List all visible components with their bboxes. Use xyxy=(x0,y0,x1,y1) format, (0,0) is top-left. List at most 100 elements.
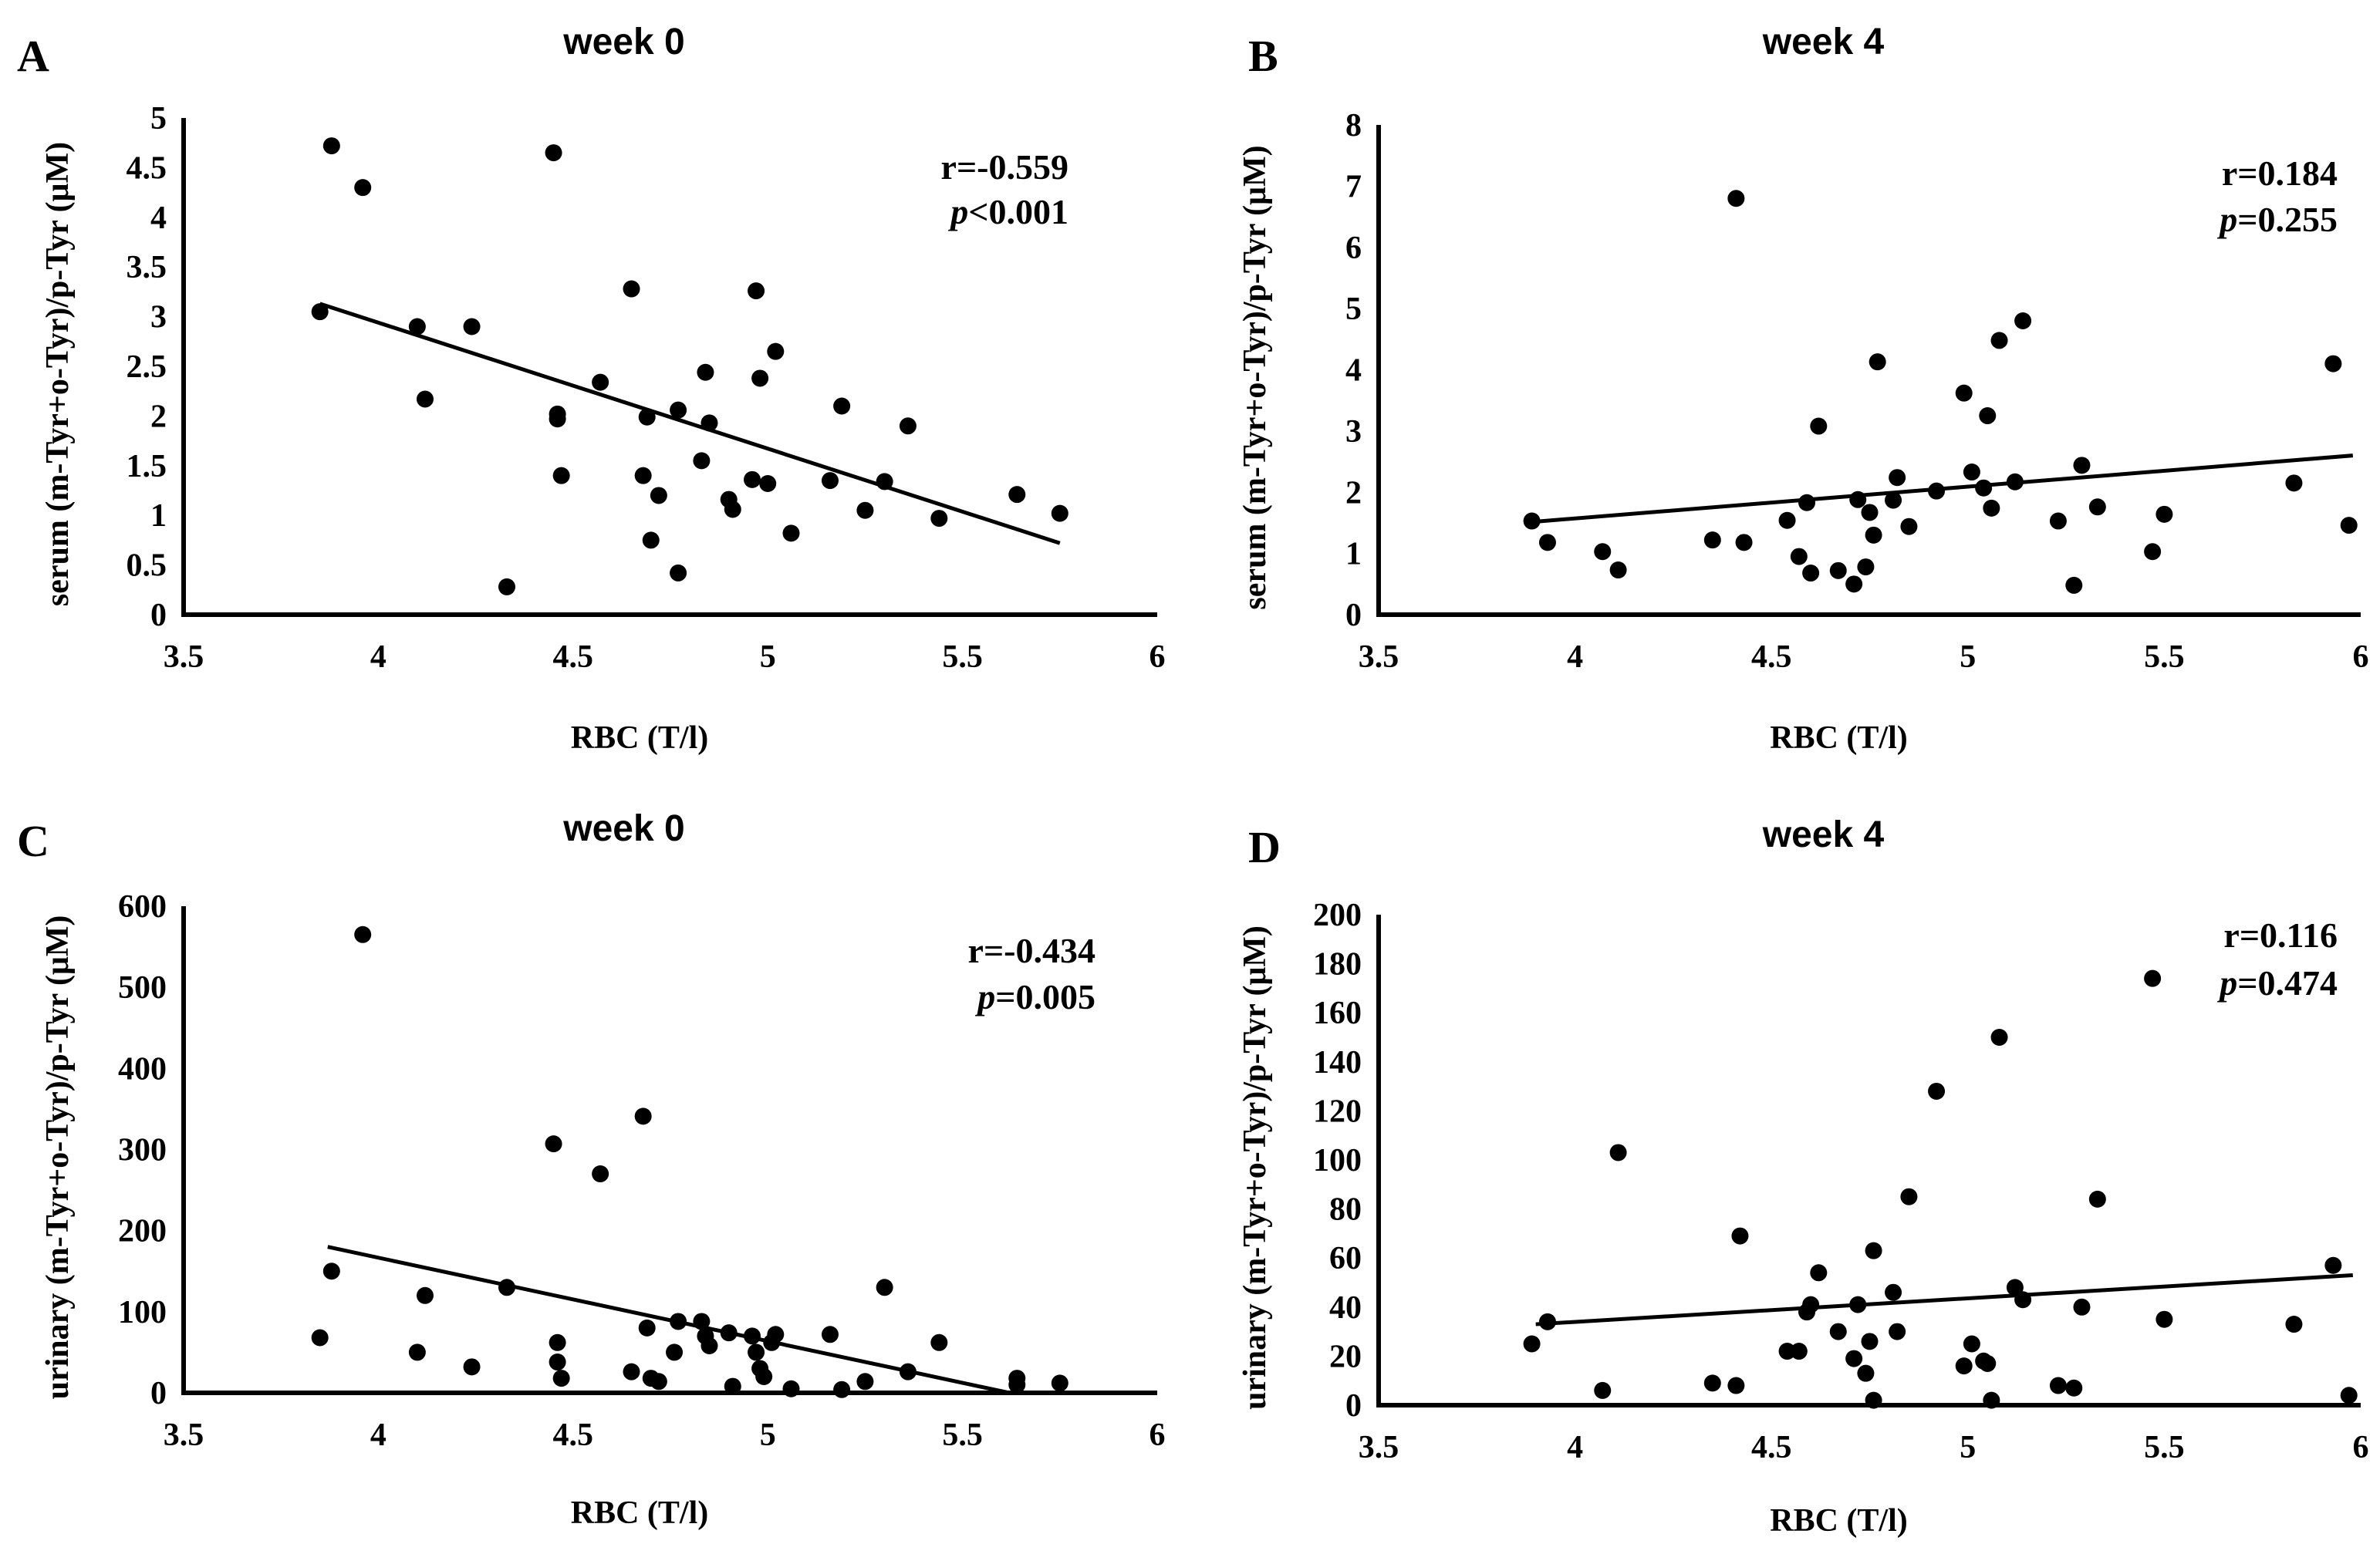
data-point xyxy=(463,1358,481,1376)
data-point xyxy=(751,369,769,387)
x-axis-label: RBC (T/l) xyxy=(571,1495,709,1531)
data-point xyxy=(1865,526,1882,544)
p-symbol: p xyxy=(974,977,995,1016)
data-point xyxy=(856,501,874,519)
y-axis-label: serum (m-Tyr+o-Tyr)/p-Tyr (μM) xyxy=(1237,145,1273,609)
data-point xyxy=(408,1343,426,1361)
data-point xyxy=(1727,1377,1745,1394)
data-point xyxy=(1727,190,1745,207)
data-point xyxy=(549,410,566,428)
x-tick-label: 5 xyxy=(760,639,776,675)
x-tick-label: 4.5 xyxy=(553,1418,594,1453)
x-tick-label: 4 xyxy=(370,639,387,675)
data-point xyxy=(1538,534,1556,551)
x-tick-label: 5 xyxy=(760,1418,776,1453)
data-point xyxy=(1857,558,1875,576)
x-tick-label: 4 xyxy=(1567,1430,1583,1465)
y-tick-label: 140 xyxy=(1313,1045,1362,1080)
data-point xyxy=(1869,353,1886,371)
x-tick-label: 5.5 xyxy=(2144,1430,2185,1465)
x-tick-label: 3.5 xyxy=(1359,639,1399,675)
y-tick-label: 1.5 xyxy=(127,449,167,484)
correlation-r: r=0.184 xyxy=(2222,153,2338,193)
data-point xyxy=(1979,1354,1997,1372)
data-point xyxy=(2014,1291,2032,1309)
y-axis-label: urinary (m-Tyr+o-Tyr)/p-Tyr (μM) xyxy=(1237,925,1273,1410)
data-point xyxy=(759,474,777,492)
y-tick-label: 120 xyxy=(1313,1094,1362,1129)
data-point xyxy=(821,472,839,490)
x-tick-label: 6 xyxy=(1149,1418,1166,1453)
panel-letter: D xyxy=(1248,822,1281,872)
panel-letter: A xyxy=(17,31,49,81)
data-point xyxy=(1861,504,1879,521)
data-point xyxy=(1900,1188,1918,1205)
data-point xyxy=(744,470,761,488)
data-point xyxy=(1523,512,1541,530)
x-tick-label: 6 xyxy=(2353,639,2369,675)
data-point xyxy=(642,531,660,549)
data-point xyxy=(700,414,718,432)
data-point xyxy=(1849,491,1867,508)
data-point xyxy=(1990,1029,2008,1046)
data-point xyxy=(1609,1144,1627,1161)
y-tick-label: 60 xyxy=(1329,1241,1362,1276)
data-point xyxy=(1802,1296,1820,1313)
data-point xyxy=(782,524,800,542)
x-tick-label: 4.5 xyxy=(1751,1430,1792,1465)
x-tick-label: 5.5 xyxy=(2144,639,2185,675)
trendline xyxy=(319,302,1061,545)
x-tick-label: 3.5 xyxy=(164,639,204,675)
data-point xyxy=(1865,1242,1882,1259)
data-point xyxy=(354,179,372,197)
data-point xyxy=(2049,512,2067,530)
data-point xyxy=(1983,1391,2000,1409)
data-point xyxy=(311,1329,329,1347)
y-tick-label: 0 xyxy=(150,598,167,633)
data-point xyxy=(2156,1310,2173,1328)
data-point xyxy=(498,1279,515,1296)
x-tick-label: 4 xyxy=(1567,639,1583,675)
data-point xyxy=(670,564,687,582)
data-point xyxy=(1990,332,2008,349)
data-point xyxy=(2073,1298,2091,1316)
chart-title: week 4 xyxy=(1762,814,1885,855)
data-point xyxy=(592,373,609,391)
data-point xyxy=(2073,457,2091,474)
data-point xyxy=(2156,505,2173,523)
y-tick-label: 100 xyxy=(1313,1143,1362,1178)
chart-title: week 0 xyxy=(562,22,684,62)
data-point xyxy=(634,1107,652,1125)
y-tick-label: 300 xyxy=(118,1133,167,1168)
p-value-text: =0.005 xyxy=(995,977,1095,1016)
y-tick-label: 100 xyxy=(118,1295,167,1330)
y-tick-label: 1 xyxy=(1345,537,1362,572)
data-point xyxy=(638,408,656,426)
data-point xyxy=(1790,548,1808,565)
data-point xyxy=(1865,1391,1882,1409)
data-point xyxy=(1829,1323,1847,1340)
data-point xyxy=(670,1313,687,1330)
correlation-r: r=0.116 xyxy=(2223,915,2338,955)
x-tick-label: 5 xyxy=(1960,1430,1976,1465)
data-point xyxy=(856,1373,874,1391)
data-point xyxy=(1963,1335,1980,1353)
y-tick-label: 0.5 xyxy=(127,548,167,584)
y-tick-label: 7 xyxy=(1345,169,1362,204)
x-axis-label: RBC (T/l) xyxy=(1770,720,1908,756)
x-tick-label: 5.5 xyxy=(942,1418,983,1453)
data-point xyxy=(1703,531,1721,549)
data-point xyxy=(549,1354,566,1371)
y-tick-label: 0 xyxy=(150,1376,167,1411)
data-point xyxy=(1798,494,1816,511)
data-point xyxy=(2006,1279,2024,1296)
data-point xyxy=(408,318,426,335)
p-value-text: =0.474 xyxy=(2237,963,2338,1003)
y-tick-label: 4.5 xyxy=(127,150,167,186)
p-symbol: p xyxy=(2216,963,2237,1003)
data-point xyxy=(693,452,711,470)
data-point xyxy=(650,487,667,504)
